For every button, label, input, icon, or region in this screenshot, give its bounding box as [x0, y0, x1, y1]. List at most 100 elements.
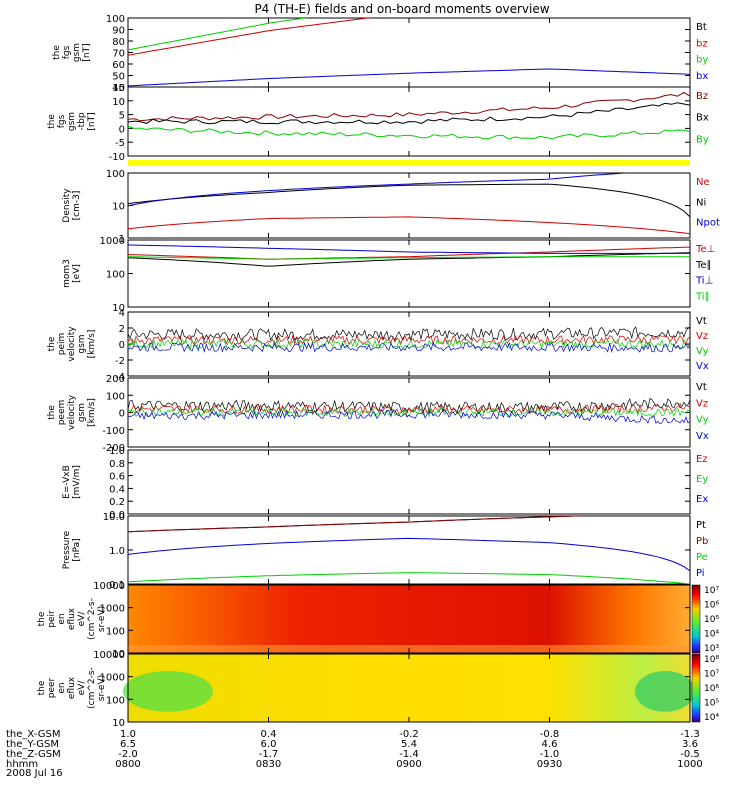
y-axis-label: peim — [57, 333, 67, 356]
figure-title: P4 (TH-E) fields and on-board moments ov… — [254, 2, 549, 16]
y-axis-label: the — [37, 680, 47, 695]
colorbar-label: 10⁵ — [704, 615, 719, 625]
y-tick-label: 0.2 — [109, 497, 125, 508]
y-axis-label: Pressure — [62, 530, 72, 569]
y-axis-label: gsm — [72, 43, 82, 62]
panel-frame — [127, 17, 691, 88]
y-axis-label: sr-eV) — [97, 675, 107, 701]
y-tick-label: -100 — [102, 426, 125, 437]
panel-2: 15 10 5 0 -5 -10 the fgs gsm -tbp [nT] Bz Bx By — [47, 83, 709, 163]
y-axis-label: peem — [57, 400, 67, 426]
y-tick-label: 40 — [112, 83, 125, 94]
colorbar-label: 10⁶ — [704, 684, 719, 694]
y-axis-label: eflux — [67, 607, 77, 630]
x-axis-value: 1.0 — [120, 729, 136, 740]
panel-8: 10.0 1.0 0.1 Pressure [nPa] Pt Pb Pe Pi — [62, 512, 708, 591]
y-axis-label: gsm — [77, 334, 87, 353]
legend-entry: Ti∥ — [695, 291, 710, 302]
y-tick-label: -5 — [115, 138, 125, 149]
legend-entry: Ex — [696, 494, 708, 505]
legend-entry: Vx — [696, 361, 709, 372]
y-tick-label: 1.0 — [109, 446, 125, 457]
y-tick-label: 100 — [106, 169, 125, 180]
legend-entry: bz — [696, 38, 708, 49]
y-tick-label: 100 — [106, 626, 125, 637]
legend-entry: by — [696, 55, 708, 66]
y-tick-label: 10 — [112, 97, 125, 108]
legend-entry: Pt — [696, 520, 706, 531]
y-axis-label: peir — [47, 610, 57, 628]
x-axis-value: 5.4 — [401, 739, 417, 750]
legend-entry: Vx — [696, 431, 709, 442]
x-axis-value: 4.6 — [542, 739, 558, 750]
y-tick-label: 100 — [106, 695, 125, 706]
legend-entry: Bt — [696, 22, 707, 33]
x-axis-value: 1000 — [677, 759, 702, 770]
y-axis-label: [nT] — [82, 43, 92, 61]
x-axis-row-label: hhmm — [6, 759, 38, 770]
y-tick-label: 0.0 — [109, 510, 125, 521]
y-tick-label: 100 — [106, 14, 125, 25]
y-tick-label: 10 — [112, 649, 125, 660]
y-tick-label: 100 — [106, 270, 125, 281]
y-tick-label: 100 — [106, 391, 125, 402]
y-tick-label: 1000 — [100, 236, 125, 247]
y-axis-label: the — [52, 45, 62, 60]
series-group — [128, 244, 690, 267]
x-axis-value: -1.0 — [540, 749, 560, 760]
legend-entry: Vz — [696, 398, 708, 409]
y-tick-label: 0 — [119, 409, 125, 420]
colorbar-label: 10⁴ — [704, 630, 719, 640]
y-tick-label: 2 — [119, 324, 125, 335]
x-axis-row-label: the_Y-GSM — [6, 739, 59, 750]
panel-6: 200 100 0 -100 -200 the peem velocity gsm [km/s] V… — [47, 374, 709, 454]
y-tick-label: 4 — [119, 308, 125, 319]
legend-entry: Pb — [696, 536, 708, 547]
panel-10: 10⁸ 10⁷ 10⁶ 10⁵ 10⁴ 10000 1000 100 10 the peer en ef… — [37, 650, 719, 729]
legend-entry: Vt — [696, 316, 707, 327]
x-axis-value: 0800 — [115, 759, 140, 770]
heatmap-area — [128, 654, 690, 722]
y-tick-label: 10000 — [93, 581, 125, 592]
x-axis-value: -2.0 — [118, 749, 138, 760]
y-axis-label: mom3 — [62, 259, 72, 288]
panel-9: 10⁷ 10⁶ 10⁵ 10⁴ 10³ 10000 1000 100 10 the peir en ef… — [37, 581, 719, 660]
x-axis-value: -0.2 — [399, 729, 419, 740]
panel-frame — [127, 172, 691, 239]
series-line-Vz — [128, 402, 690, 415]
y-axis-label: E=-VxB — [62, 465, 72, 499]
y-tick-label: 1000 — [100, 673, 125, 684]
x-axis-value: 3.6 — [682, 739, 698, 750]
y-tick-label: -10 — [109, 152, 125, 163]
legend-entry: Pi — [696, 568, 705, 579]
series-line-Vy — [128, 338, 690, 350]
series-line-Ti∥ — [128, 256, 690, 260]
y-tick-label: 10 — [112, 202, 125, 213]
panel-frame — [127, 515, 691, 585]
x-axis-value: -1.3 — [680, 729, 700, 740]
series-line-Bx — [128, 102, 690, 125]
y-axis-label: [nT] — [87, 112, 97, 130]
series-line-Pe — [128, 572, 690, 584]
y-axis-label: [mV/m] — [72, 465, 82, 499]
series-line-Pi — [128, 537, 690, 572]
series-line-Vx — [128, 409, 690, 425]
y-tick-label: -200 — [102, 443, 125, 454]
colorbar-label: 10⁶ — [704, 601, 719, 611]
series-group — [128, 173, 690, 235]
y-axis-label: [km/s] — [87, 398, 97, 427]
y-tick-label: 70 — [112, 49, 125, 60]
x-axis-value: 6.0 — [261, 739, 277, 750]
series-group — [128, 397, 690, 425]
y-tick-label: 10000 — [93, 650, 125, 661]
series-line-Ti⊥ — [128, 244, 690, 254]
y-tick-label: 5 — [119, 111, 125, 122]
y-axis-label: [eV] — [72, 264, 82, 283]
y-tick-label: 60 — [112, 60, 125, 71]
series-line-Vt — [128, 397, 690, 414]
y-tick-label: 1.0 — [109, 546, 125, 557]
legend-entry: Bz — [696, 91, 708, 102]
y-axis-label: eV/ — [77, 680, 87, 696]
